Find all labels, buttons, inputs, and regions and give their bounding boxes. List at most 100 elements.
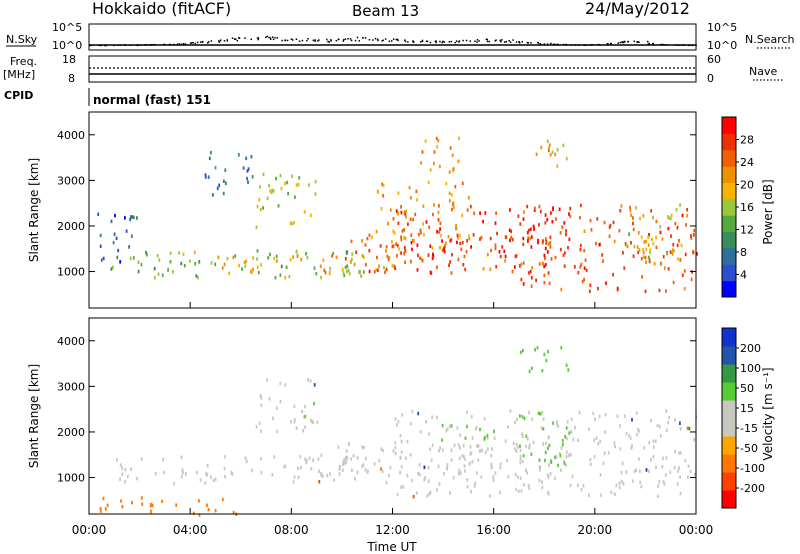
heatmap-cell — [351, 252, 354, 256]
heatmap-cell — [130, 215, 132, 219]
colorbar-swatch — [722, 149, 736, 167]
noise-dot — [407, 41, 409, 43]
heatmap-cell — [459, 433, 462, 437]
noise-dot — [201, 40, 204, 43]
heatmap-cell — [207, 175, 210, 179]
heatmap-cell — [410, 233, 413, 237]
heatmap-cell — [551, 150, 554, 154]
heatmap-cell — [417, 471, 419, 476]
heatmap-cell — [259, 207, 262, 212]
heatmap-cell — [510, 229, 513, 234]
noise-dot — [178, 43, 181, 45]
heatmap-cell — [429, 270, 432, 275]
heatmap-cell — [470, 415, 473, 419]
heatmap-cell — [375, 229, 378, 234]
heatmap-cell — [112, 265, 114, 270]
colorbar-tick-label: 4 — [740, 269, 747, 282]
heatmap-cell — [262, 206, 264, 210]
heatmap-cell — [419, 256, 421, 260]
heatmap-cell — [603, 220, 606, 225]
heatmap-cell — [331, 254, 333, 258]
heatmap-cell — [206, 503, 208, 507]
heatmap-cell — [629, 205, 631, 210]
heatmap-cell — [509, 238, 511, 243]
heatmap-cell — [351, 468, 353, 473]
heatmap-cell — [665, 409, 668, 413]
heatmap-cell — [230, 470, 233, 475]
heatmap-cell — [467, 196, 470, 200]
heatmap-cell — [556, 164, 559, 168]
heatmap-cell — [198, 499, 200, 503]
cpid-value: normal (fast) 151 — [93, 93, 211, 107]
noise-dot — [509, 41, 512, 43]
heatmap-cell — [436, 265, 438, 270]
heatmap-cell — [300, 465, 302, 470]
heatmap-cell — [421, 259, 424, 263]
heatmap-cell — [608, 234, 611, 238]
heatmap-cell — [650, 458, 652, 462]
heatmap-cell — [647, 243, 650, 247]
noise-dot — [354, 39, 357, 42]
heatmap-cell — [499, 462, 502, 466]
heatmap-cell — [195, 274, 198, 278]
heatmap-cell — [436, 145, 439, 149]
heatmap-cell — [629, 436, 632, 440]
noise-dot — [349, 38, 352, 40]
heatmap-cell — [514, 254, 517, 259]
heatmap-cell — [571, 474, 574, 479]
heatmap-cell — [648, 440, 651, 445]
heatmap-cell — [684, 252, 687, 257]
heatmap-cell — [525, 434, 528, 438]
heatmap-cell — [210, 261, 213, 265]
heatmap-cell — [466, 424, 468, 429]
heatmap-cell — [665, 428, 668, 433]
heatmap-cell — [237, 153, 240, 157]
noise-dot — [250, 38, 252, 41]
heatmap-cell — [640, 256, 643, 261]
noise-dot — [527, 42, 529, 44]
heatmap-cell — [210, 150, 212, 155]
noise-dot — [223, 40, 226, 42]
heatmap-cell — [271, 188, 274, 193]
heatmap-cell — [321, 474, 324, 478]
heatmap-cell — [436, 230, 438, 234]
heatmap-cell — [545, 441, 547, 445]
heatmap-cell — [342, 459, 345, 463]
heatmap-cell — [568, 453, 570, 458]
heatmap-cell — [625, 470, 628, 474]
noise-dot — [526, 41, 529, 44]
heatmap-cell — [522, 282, 525, 286]
colorbar-tick-label: 12 — [740, 224, 754, 237]
noise-dot — [396, 38, 399, 41]
heatmap-cell — [528, 486, 531, 490]
power-colorbar-label: Power [dB] — [761, 179, 775, 244]
colorbar-tick-label: 16 — [740, 201, 754, 214]
noise-dot — [350, 39, 353, 42]
heatmap-cell — [293, 221, 295, 225]
heatmap-cell — [238, 263, 240, 268]
heatmap-cell — [256, 257, 258, 261]
heatmap-cell — [320, 453, 323, 457]
noise-dot — [476, 41, 478, 43]
heatmap-cell — [401, 413, 404, 417]
noise-dot — [619, 41, 621, 44]
heatmap-cell — [409, 422, 412, 426]
heatmap-cell — [630, 241, 632, 245]
noise-dot — [268, 36, 270, 39]
heatmap-cell — [117, 248, 120, 253]
heatmap-cell — [670, 213, 673, 218]
heatmap-cell — [154, 276, 156, 280]
colorbar-swatch — [722, 454, 736, 473]
heatmap-cell — [458, 233, 461, 238]
heatmap-cell — [529, 269, 532, 274]
heatmap-cell — [679, 491, 682, 496]
heatmap-cell — [433, 161, 435, 166]
heatmap-cell — [521, 459, 524, 464]
heatmap-cell — [400, 205, 402, 209]
noise-dot — [450, 40, 453, 43]
heatmap-cell — [574, 425, 576, 430]
heatmap-cell — [342, 270, 345, 275]
heatmap-cell — [438, 204, 440, 208]
noise-dot — [307, 38, 309, 40]
heatmap-cell — [492, 478, 495, 482]
